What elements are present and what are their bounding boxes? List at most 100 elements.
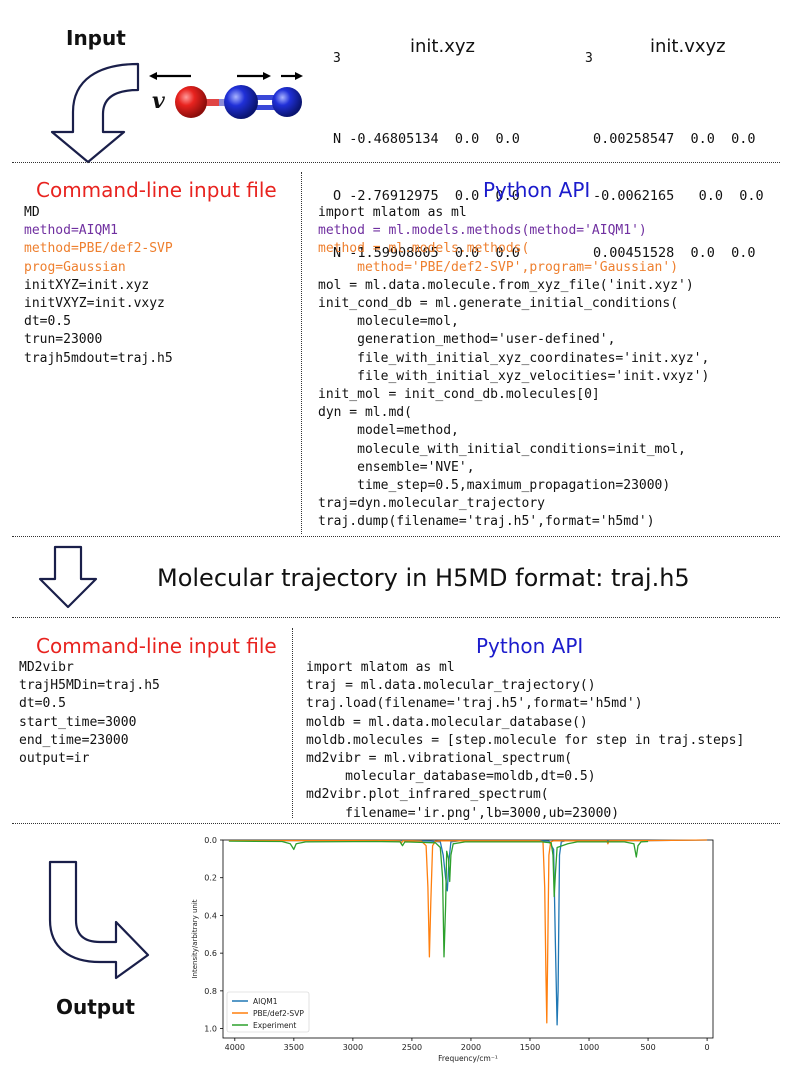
code-line: filename='ir.png',lb=3000,ub=23000) [306,805,620,821]
x-tick-label: 1500 [520,1043,540,1052]
code-line: start_time=3000 [19,714,137,730]
trajectory-caption: Molecular trajectory in H5MD format: tra… [157,564,690,592]
code-line: init_mol = init_cond_db.molecules[0] [318,387,600,403]
code-line: method=AIQM1 [24,223,118,239]
nitrogen-atom-1 [224,85,258,119]
cli-ir-input: MD2vibr trajH5MDin=traj.h5 dt=0.5 start_tim… [19,659,160,768]
y-tick-label: 0.0 [204,836,217,845]
code-line: mol = ml.data.molecule.from_xyz_file('in… [318,277,694,293]
code-line: moldb = ml.data.molecular_database() [306,714,588,730]
x-tick-label: 3500 [284,1043,304,1052]
vxyz-row: 0.00258547 0.0 0.0 [593,131,756,147]
xyz-row: N -1.59908605 0.0 0.0 [333,245,520,261]
code-line: MD2vibr [19,660,74,675]
plot-frame [222,839,714,1039]
velocity-symbol: v [152,88,165,114]
code-line: initVXYZ=init.vxyz [24,296,165,312]
code-line: dt=0.5 [19,696,66,712]
code-line: molecular_database=moldb,dt=0.5) [306,769,596,785]
velocity-arrow-right-icon [237,72,271,80]
cli-title-md: Command-line input file [36,178,277,202]
code-line: dyn = ml.md( [318,405,412,421]
section2-divider-vertical [292,628,293,818]
api-title-md: Python API [483,178,591,202]
y-tick-label: 0.2 [204,874,217,883]
legend-label: AIQM1 [253,997,278,1006]
code-line: dt=0.5 [24,314,71,330]
code-line: molecule_with_initial_conditions=init_mo… [318,441,686,457]
code-line: moldb.molecules = [step.molecule for ste… [306,732,745,748]
code-line: traj.load(filename='traj.h5',format='h5m… [306,696,643,712]
x-tick-label: 3000 [343,1043,363,1052]
section1-divider-vertical [301,172,302,534]
code-line: trun=23000 [24,332,103,348]
output-label: Output [56,995,135,1019]
ir-spectrum-chart: 4000 3500 3000 2500 2000 1500 1000 500 0 0.0 0.2 0.… [191,836,714,1063]
code-line: md2vibr.plot_infrared_spectrum( [306,787,549,803]
code-line: output=ir [19,751,90,767]
code-line: method='PBE/def2-SVP',program='Gaussian'… [318,259,679,275]
xyz-row: O -2.76912975 0.0 0.0 [333,188,520,204]
arrow-down-icon [38,545,98,609]
api-title-ir: Python API [476,634,584,658]
api-md-code: import mlatom as ml method = ml.models.me… [318,204,709,532]
y-tick-label: 0.8 [204,987,217,996]
divider-3 [12,617,780,618]
x-tick-label: 0 [705,1043,710,1052]
code-line: generation_method='user-defined', [318,332,616,348]
code-line: method = ml.models.methods( [318,241,530,257]
nitrogen-atom-2 [272,87,302,117]
y-tick-label: 0.6 [204,949,217,958]
input-label: Input [66,26,126,50]
vxyz-row: -0.0062165 0.0 0.0 [593,188,764,204]
cli-md-input: MD method=AIQM1 method=PBE/def2-SVP prog=Ga… [24,204,173,368]
legend-label: Experiment [253,1021,296,1030]
code-line: traj=dyn.molecular_trajectory [318,496,545,512]
code-line: prog=Gaussian [24,259,126,275]
y-tick-label: 0.4 [204,911,217,920]
velocity-arrow-right-small-icon [281,72,303,80]
code-line: traj.dump(filename='traj.h5',format='h5m… [318,514,655,530]
code-line: md2vibr = ml.vibrational_spectrum( [306,751,573,767]
x-axis-label: Frequency/cm⁻¹ [438,1054,498,1063]
code-line: import mlatom as ml [306,660,455,675]
x-tick-label: 2500 [402,1043,422,1052]
x-tick-label: 1000 [579,1043,599,1052]
code-line: initXYZ=init.xyz [24,277,150,293]
y-tick-label: 1.0 [204,1025,217,1034]
curved-arrow-right-icon [48,860,150,980]
molecule-n2o-diagram [149,72,303,119]
code-line: end_time=23000 [19,732,129,748]
code-line: traj = ml.data.molecular_trajectory() [306,678,596,694]
code-line: method=PBE/def2-SVP [24,241,173,257]
oxygen-atom [175,86,207,118]
x-tick-label: 500 [640,1043,655,1052]
vxyz-velocities: 0.00258547 0.0 0.0 -0.0062165 0.0 0.0 0.… [593,92,764,282]
xyz-row: N -0.46805134 0.0 0.0 [333,131,520,147]
code-line: trajH5MDin=traj.h5 [19,678,160,694]
series-line-1 [228,839,708,1024]
series-line-2 [228,840,649,958]
legend-box [226,991,310,1033]
divider-2 [12,536,780,537]
xyz-atom-count: 3 [333,51,341,66]
x-tick-label: 4000 [225,1043,245,1052]
code-line: method = ml.models.methods(method='AIQM1… [318,223,647,239]
code-line: molecule=mol, [318,314,459,330]
code-line: file_with_initial_xyz_velocities='init.v… [318,368,710,384]
x-tick-label: 2000 [461,1043,481,1052]
curved-arrow-down-icon [50,62,140,164]
vxyz-atom-count: 3 [585,51,593,66]
code-line: model=method, [318,423,459,439]
api-ir-code: import mlatom as ml traj = ml.data.molecu… [306,659,744,823]
code-line: init_cond_db = ml.generate_initial_condi… [318,296,679,312]
legend-label: PBE/def2-SVP [253,1009,304,1018]
divider-4 [12,823,780,824]
vxyz-file-title: init.vxyz [650,36,726,57]
vxyz-row: 0.00451528 0.0 0.0 [593,245,756,261]
cli-title-ir: Command-line input file [36,634,277,658]
code-line: file_with_initial_xyz_coordinates='init.… [318,350,710,366]
y-axis-label: Intensity/arbitrary unit [191,899,199,978]
code-line: trajh5mdout=traj.h5 [24,350,173,366]
xyz-coordinates: N -0.46805134 0.0 0.0 O -2.76912975 0.0 … [333,92,520,282]
